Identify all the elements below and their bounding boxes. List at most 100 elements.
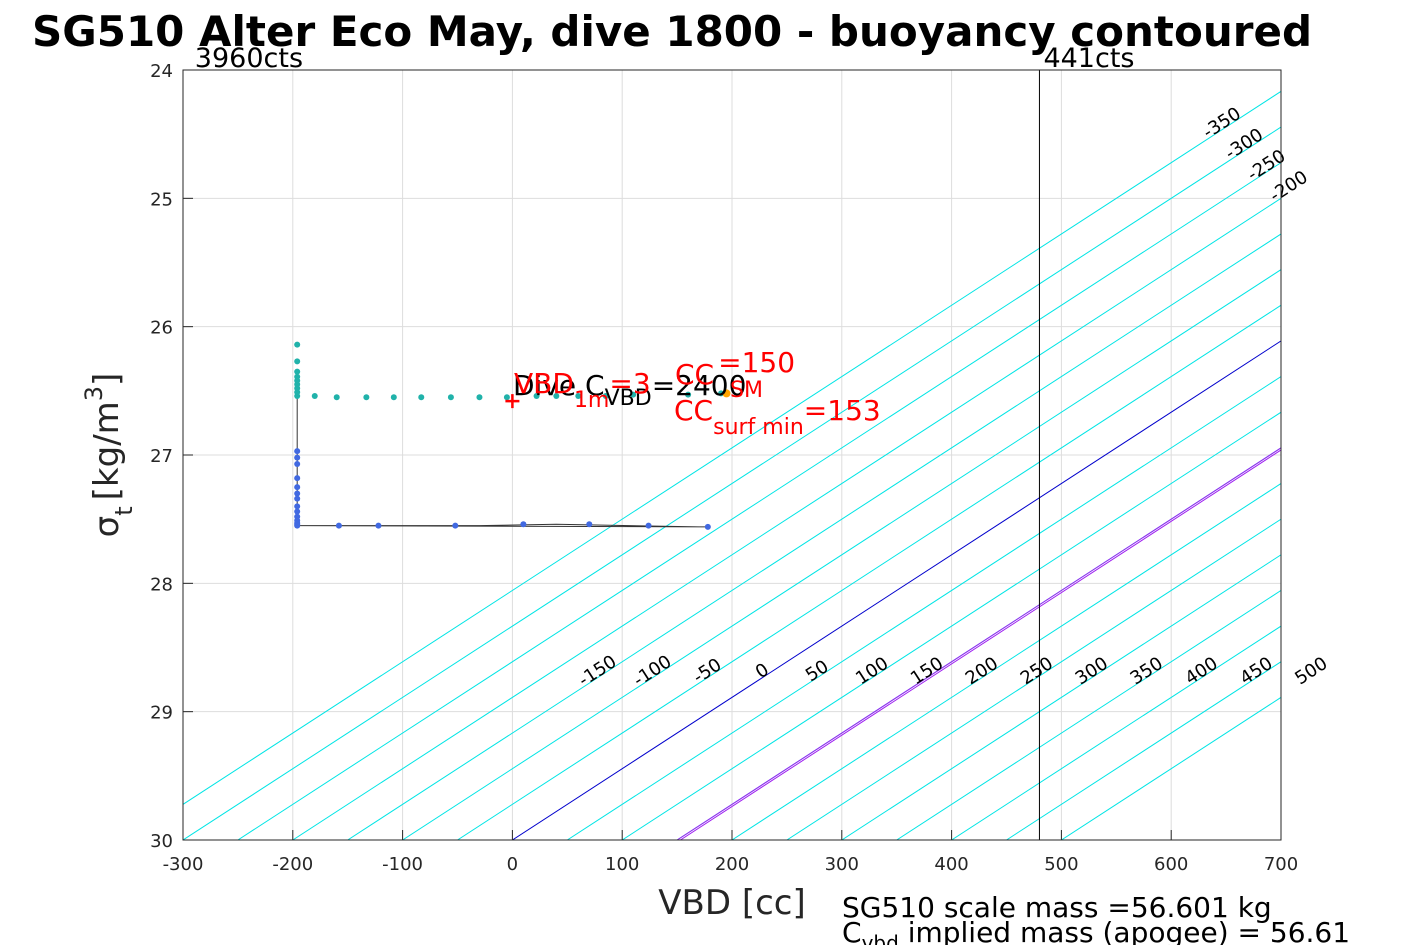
contour-line-cc [676, 447, 1281, 840]
upcast-point [575, 392, 582, 399]
contour-line [567, 375, 1281, 840]
contour-line [621, 411, 1281, 840]
y-tick-label: 25 [150, 189, 173, 210]
data-points [294, 341, 725, 530]
downcast-point [294, 490, 301, 497]
x-tick-label: 700 [1264, 854, 1298, 875]
y-label-unit: [kg/m [87, 401, 127, 500]
ccsurf-sub: surf min [713, 415, 804, 440]
upcast-point [294, 392, 301, 399]
upcast-point [602, 392, 609, 399]
upcast-point [476, 394, 483, 401]
y-tick-label: 27 [150, 446, 173, 467]
x-tick-label: 300 [825, 854, 859, 875]
implied-post: implied mass (apogee) = 56.61 [899, 916, 1350, 945]
special-markers [505, 389, 731, 409]
x-tick-label: 600 [1154, 854, 1188, 875]
cc-marker [722, 389, 731, 398]
upcast-point [363, 394, 370, 401]
upcast-point [294, 368, 301, 375]
x-tick-label: -300 [163, 854, 204, 875]
vbd-1m-annotation: VBD1m=3 [514, 367, 651, 413]
x-tick-label: 200 [715, 854, 749, 875]
y-label-sub: t [110, 506, 138, 515]
chart-title: SG510 Alter Eco May, dive 1800 - buoyanc… [32, 7, 1312, 56]
downcast-point [586, 521, 593, 528]
y-tick-label: 29 [150, 703, 173, 724]
upcast-point [294, 358, 301, 365]
contour-line [951, 625, 1281, 840]
implied-pre: C [842, 916, 862, 945]
y-label-sigma: σ [87, 516, 127, 538]
downcast-point [375, 522, 382, 529]
contour-line [237, 162, 1281, 840]
downcast-point [520, 521, 527, 528]
ccsurf-post: =153 [804, 394, 881, 427]
cc-pre: CC [675, 358, 714, 391]
dive-cvbd-post: =2400 [652, 369, 747, 402]
buoyancy-contours [183, 90, 1281, 840]
downcast-point [294, 460, 301, 467]
upcast-point [390, 394, 397, 401]
upcast-point [553, 392, 560, 399]
contour-line [183, 90, 1281, 805]
upcast-point [718, 390, 725, 397]
contour-line [731, 482, 1281, 840]
contour-line [457, 304, 1281, 840]
downcast-point [294, 522, 301, 529]
contour-line [402, 269, 1281, 840]
upcast-point [311, 392, 318, 399]
y-label-close: ] [87, 373, 127, 386]
y-tick-label: 28 [150, 574, 173, 595]
x-tick-label: 100 [605, 854, 639, 875]
vbd-1m-sub: 1m [574, 388, 609, 413]
downcast-point [294, 484, 301, 491]
y-axis-label: σt [kg/m3] [80, 373, 138, 538]
x-axis-ticks: -300 -200 -100 0 100 200 300 400 500 600 700 [163, 830, 1298, 875]
upcast-point [294, 341, 301, 348]
sm-annotation: SM [730, 378, 763, 403]
downcast-point [294, 503, 301, 510]
cc-post: =150 [718, 346, 795, 379]
implied-mass-text: Cvbd implied mass (apogee) = 56.61 [842, 916, 1350, 945]
upcast-point [333, 394, 340, 401]
contour-line [1006, 661, 1281, 840]
dive-path [296, 398, 708, 528]
dive-cvbd-sub: VBD [605, 386, 652, 411]
upcast-point [418, 394, 425, 401]
contour-line-zero [512, 340, 1281, 840]
downcast-point [294, 454, 301, 461]
x-tick-label: 400 [934, 854, 968, 875]
vbd-1m-post: =3 [609, 367, 650, 400]
y-tick-label: 24 [150, 61, 173, 82]
vbd-1m-marker [505, 394, 520, 409]
downcast-point [294, 508, 301, 515]
y-label-sup: 3 [80, 386, 108, 401]
y-tick-label: 30 [150, 831, 173, 852]
cc-annotation: CC =150 [675, 346, 795, 391]
contour-label: 500 [1291, 653, 1331, 689]
upcast-point [533, 392, 540, 399]
upcast-point [630, 391, 637, 398]
downcast-point [294, 495, 301, 502]
cc-surf-min-annotation: CCsurf min=153 [674, 394, 881, 440]
max-vbd-label: 441cts [1043, 43, 1134, 74]
contour-line [896, 589, 1281, 840]
upcast-point [447, 394, 454, 401]
scale-mass-text: SG510 scale mass =56.601 kg [842, 891, 1272, 924]
x-tick-label: 0 [507, 854, 518, 875]
downcast-point [294, 475, 301, 482]
dive-cvbd-pre: Dive C [513, 369, 605, 402]
implied-sub: vbd [862, 931, 899, 945]
y-tick-label: 26 [150, 318, 173, 339]
contour-line [292, 197, 1281, 840]
downcast-point [335, 522, 342, 529]
contour-line [347, 233, 1281, 840]
downcast-point [645, 522, 652, 529]
upcast-point [503, 394, 510, 401]
downcast-point [704, 523, 711, 530]
upcast-point [685, 391, 692, 398]
ccsurf-pre: CC [674, 394, 713, 427]
contour-line [786, 518, 1281, 840]
